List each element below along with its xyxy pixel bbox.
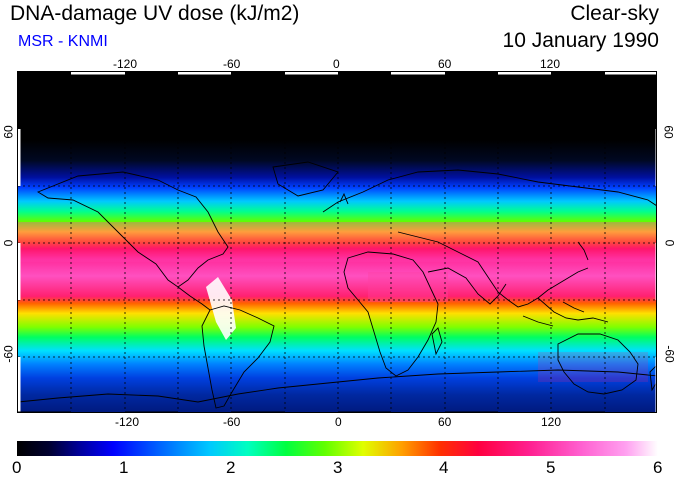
- lon-tick-top: 60: [438, 57, 452, 71]
- lon-tick-bottom: -120: [115, 415, 140, 429]
- graticule: [18, 72, 656, 412]
- lat-tick-right: -60: [662, 345, 677, 363]
- colorbar-label: 5: [546, 458, 556, 477]
- uv-maximum-spot: [206, 277, 236, 340]
- lon-tick-bottom: 0: [335, 415, 342, 429]
- chart-title: DNA-damage UV dose (kJ/m2): [10, 2, 300, 25]
- colorbar-label: 2: [226, 458, 236, 477]
- uv-dose-map: [17, 71, 657, 413]
- sky-condition-label: Clear-sky: [570, 2, 659, 25]
- lon-tick-top: -120: [113, 57, 138, 71]
- colorbar-label: 6: [653, 458, 663, 477]
- source-label: MSR - KNMI: [18, 33, 108, 50]
- date-label: 10 January 1990: [502, 29, 659, 52]
- lat-tick-left: 0: [1, 239, 16, 247]
- lat-tick-right: 60: [661, 125, 676, 139]
- lat-tick-left: -60: [1, 345, 16, 363]
- lon-tick-top: 120: [540, 57, 561, 71]
- lon-tick-bottom: -60: [223, 415, 241, 429]
- lat-tick-right: 0: [662, 239, 677, 247]
- colorbar-label: 4: [439, 458, 449, 477]
- coastlines: [18, 161, 656, 409]
- colorbar-label: 0: [12, 458, 22, 477]
- lat-tick-left: 60: [1, 125, 16, 139]
- colorbar: [17, 441, 658, 456]
- lon-tick-bottom: 60: [438, 415, 452, 429]
- lon-tick-top: -60: [223, 57, 241, 71]
- lon-tick-bottom: 120: [541, 415, 562, 429]
- colorbar-label: 1: [119, 458, 129, 477]
- colorbar-label: 3: [333, 458, 343, 477]
- lon-tick-top: 0: [333, 57, 340, 71]
- frame-ticks: [18, 72, 656, 412]
- dose-field-overlay: [18, 222, 656, 382]
